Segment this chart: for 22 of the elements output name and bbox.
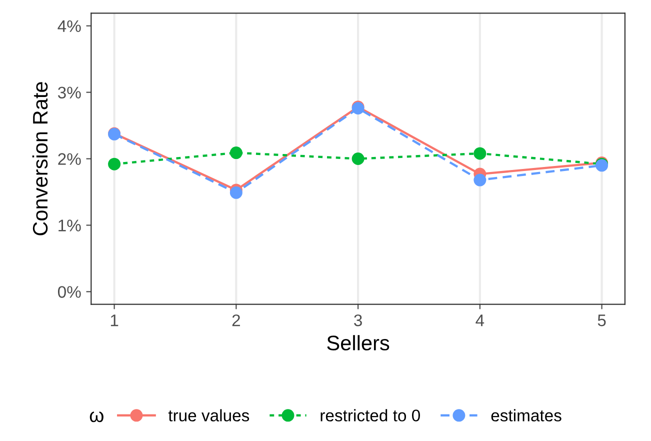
y-tick-label: 0% [58, 286, 81, 298]
point [352, 152, 364, 166]
legend-label: estimates [491, 409, 562, 422]
point [474, 147, 486, 160]
y-tick-label: 2% [58, 153, 81, 165]
x-axis-title: Sellers [327, 335, 390, 350]
x-tick-label: 3 [354, 314, 362, 326]
point [108, 158, 121, 170]
x-tick-label: 5 [598, 314, 606, 326]
x-tick-label: 1 [110, 314, 118, 326]
point [230, 186, 242, 199]
y-axis-title: Conversion Rate [32, 82, 48, 236]
x-tick-label: 2 [232, 314, 240, 326]
point [474, 174, 486, 186]
y-tick-label: 1% [58, 220, 81, 232]
legend-title: ω [90, 411, 104, 422]
legend-label: restricted to 0 [320, 409, 420, 422]
legend-label: true values [168, 409, 250, 422]
y-tick-label: 3% [58, 86, 81, 99]
x-tick-label: 4 [476, 314, 484, 326]
point [230, 146, 242, 160]
y-tick-label: 4% [58, 20, 81, 32]
